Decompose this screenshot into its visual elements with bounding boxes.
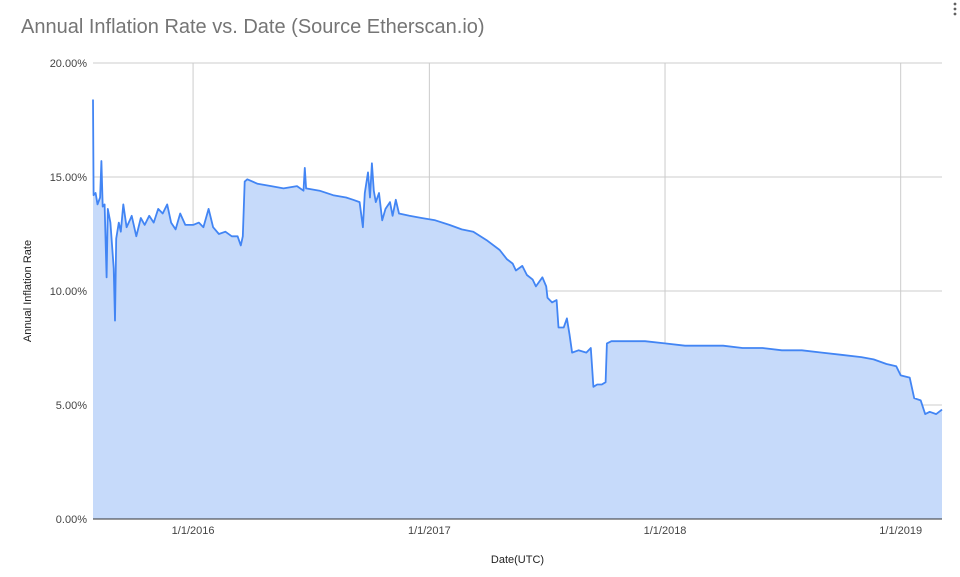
y-tick-label: 0.00% xyxy=(56,514,87,526)
x-axis-label: Date(UTC) xyxy=(491,554,544,566)
x-tick-labels: 1/1/2016 1/1/2017 1/1/2018 1/1/2019 xyxy=(172,525,922,537)
x-tick-label: 1/1/2018 xyxy=(644,525,687,537)
inflation-line[interactable] xyxy=(92,99,943,415)
x-tick-label: 1/1/2019 xyxy=(879,525,922,537)
y-tick-label: 10.00% xyxy=(50,286,88,298)
inflation-area xyxy=(93,99,942,519)
y-tick-label: 5.00% xyxy=(56,400,87,412)
y-tick-label: 15.00% xyxy=(50,172,88,184)
x-tick-label: 1/1/2017 xyxy=(408,525,451,537)
y-axis-label: Annual Inflation Rate xyxy=(22,240,34,342)
chart-title: Annual Inflation Rate vs. Date (Source E… xyxy=(21,16,485,38)
y-tick-labels: 0.00% 5.00% 10.00% 15.00% 20.00% xyxy=(50,58,88,526)
y-tick-label: 20.00% xyxy=(50,58,88,70)
kebab-vertical-icon[interactable] xyxy=(952,2,958,16)
x-tick-label: 1/1/2016 xyxy=(172,525,215,537)
